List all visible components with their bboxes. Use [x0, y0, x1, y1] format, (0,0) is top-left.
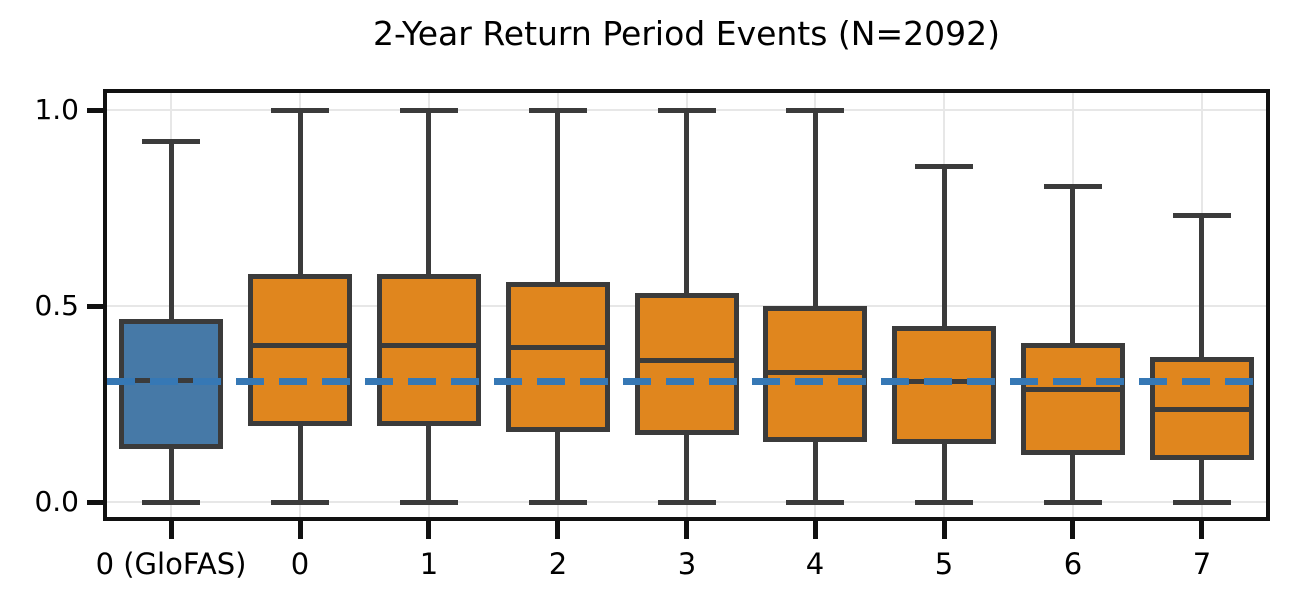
plot-area — [103, 89, 1270, 521]
median-line — [1026, 387, 1120, 392]
median-line — [768, 370, 862, 375]
lower-whisker — [1199, 457, 1204, 502]
y-tick-label: 1.0 — [34, 93, 79, 126]
y-tick-mark — [87, 108, 103, 113]
lower-whisker-cap — [786, 500, 844, 505]
lower-whisker-cap — [1173, 500, 1231, 505]
x-tick-mark — [169, 521, 174, 539]
x-tick-mark — [684, 521, 689, 539]
upper-whisker-cap — [142, 139, 200, 144]
upper-whisker-cap — [271, 108, 329, 113]
upper-whisker-cap — [400, 108, 458, 113]
lower-whisker-cap — [915, 500, 973, 505]
upper-whisker — [169, 141, 174, 321]
lower-whisker-cap — [400, 500, 458, 505]
box-1 — [377, 274, 481, 426]
x-tick-label: 1 — [419, 547, 439, 581]
lower-whisker — [169, 447, 174, 502]
upper-whisker — [298, 110, 303, 277]
x-tick-label: 3 — [677, 547, 697, 581]
box-3 — [635, 293, 739, 435]
lower-whisker-cap — [271, 500, 329, 505]
upper-whisker — [813, 110, 818, 308]
reference-dashed-line — [107, 378, 1266, 385]
median-line — [1155, 407, 1249, 412]
lower-whisker — [813, 439, 818, 502]
upper-whisker — [684, 110, 689, 295]
x-tick-label: 2 — [548, 547, 568, 581]
y-tick-mark — [87, 500, 103, 505]
box-5 — [892, 326, 996, 444]
x-tick-mark — [1070, 521, 1075, 539]
upper-whisker-cap — [658, 108, 716, 113]
upper-whisker-cap — [529, 108, 587, 113]
upper-whisker — [1070, 186, 1075, 345]
x-tick-mark — [942, 521, 947, 539]
x-tick-label: 5 — [934, 547, 954, 581]
lower-whisker — [426, 424, 431, 502]
lower-whisker-cap — [658, 500, 716, 505]
median-line — [640, 358, 734, 363]
upper-whisker-cap — [1044, 184, 1102, 189]
x-tick-label: 0 (GloFAS) — [95, 547, 247, 581]
upper-whisker-cap — [786, 108, 844, 113]
upper-whisker-cap — [1173, 213, 1231, 218]
median-line — [253, 343, 347, 348]
lower-whisker-cap — [529, 500, 587, 505]
upper-whisker-cap — [915, 164, 973, 169]
lower-whisker — [942, 441, 947, 502]
x-tick-label: 0 — [290, 547, 310, 581]
box-0 — [248, 274, 352, 426]
x-tick-mark — [555, 521, 560, 539]
x-tick-mark — [298, 521, 303, 539]
upper-whisker — [1199, 216, 1204, 359]
y-tick-label: 0.0 — [34, 485, 79, 518]
upper-whisker — [555, 110, 560, 284]
x-tick-label: 4 — [805, 547, 825, 581]
x-tick-label: 6 — [1063, 547, 1083, 581]
lower-whisker — [684, 432, 689, 502]
upper-whisker — [942, 166, 947, 328]
lower-whisker — [1070, 452, 1075, 502]
lower-whisker-cap — [142, 500, 200, 505]
box-2 — [506, 282, 610, 432]
lower-whisker — [555, 429, 560, 502]
box-6 — [1021, 343, 1125, 455]
x-tick-mark — [813, 521, 818, 539]
median-line — [382, 343, 476, 348]
y-tick-mark — [87, 304, 103, 309]
lower-whisker — [298, 424, 303, 502]
lower-whisker-cap — [1044, 500, 1102, 505]
median-line — [511, 345, 605, 350]
chart-title: 2-Year Return Period Events (N=2092) — [372, 14, 1001, 53]
x-tick-label: 7 — [1192, 547, 1212, 581]
x-tick-mark — [1199, 521, 1204, 539]
y-tick-label: 0.5 — [34, 289, 79, 322]
upper-whisker — [426, 110, 431, 277]
x-tick-mark — [426, 521, 431, 539]
